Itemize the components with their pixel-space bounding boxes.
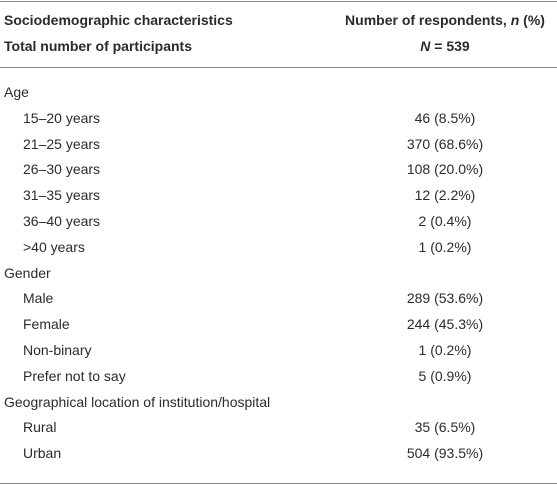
row-value: 504 (93.5%) [406,445,484,462]
row-value: 35 (6.5%) [414,419,476,436]
row-value: 370 (68.6%) [406,135,484,152]
header-col2: Number of respondents, n (%) [335,11,555,29]
row-label: 26–30 years [23,161,101,178]
header-italic: n [510,12,520,28]
row-label: >40 years [23,238,85,255]
section-title: Age [4,84,29,100]
total-label: Total number of participants [4,38,192,54]
row-value: 2 (0.4%) [418,213,472,229]
row-label: Male [23,290,54,307]
row-label: Rural [23,419,57,436]
row-label: 36–40 years [23,213,101,229]
header-text: (%) [519,12,545,28]
total-text: = 539 [430,38,470,54]
row-value: 108 (20.0%) [406,161,484,178]
total-italic: N [420,38,431,54]
row-value: 244 (45.3%) [406,316,484,333]
top-rule [0,1,557,2]
header-col1: Sociodemographic characteristics [4,12,233,28]
header-rule [0,67,557,68]
bottom-rule [0,483,557,484]
row-label: 21–25 years [23,135,101,152]
total-value: N = 539 [335,37,555,55]
row-label: 15–20 years [23,109,101,126]
row-label: Prefer not to say [23,367,126,384]
row-value: 1 (0.2%) [418,342,472,358]
row-label: Female [23,316,70,333]
row-label: 31–35 years [23,187,101,204]
row-value: 46 (8.5%) [414,109,476,126]
section-title: Gender [4,264,51,281]
header-text: Number of respondents, [345,12,511,28]
row-value: 12 (2.2%) [414,187,476,204]
row-value: 1 (0.2%) [418,238,472,255]
row-label: Urban [23,445,62,462]
section-title: Geographical location of institution/hos… [4,393,271,410]
row-value: 289 (53.6%) [406,290,484,307]
row-label: Non-binary [23,342,92,358]
row-value: 5 (0.9%) [418,367,472,384]
